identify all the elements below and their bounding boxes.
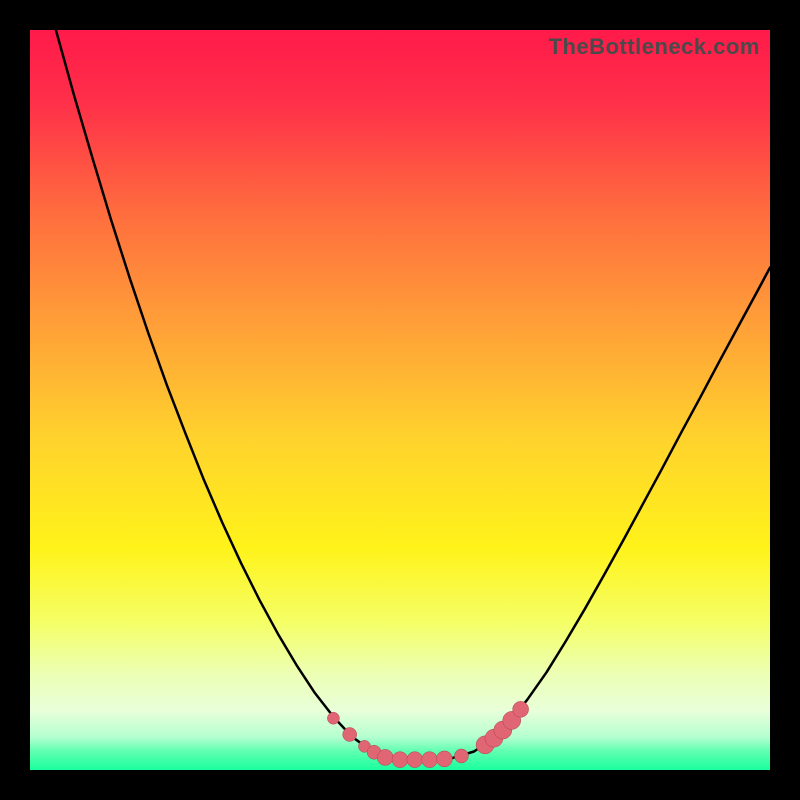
curve-marker	[343, 727, 357, 741]
curve-marker	[327, 712, 339, 724]
bottleneck-curve	[56, 30, 770, 760]
plot-area: TheBottleneck.com	[30, 30, 770, 770]
curve-marker	[392, 752, 408, 768]
curve-marker	[407, 752, 423, 768]
curve-marker	[436, 751, 452, 767]
chart-frame: TheBottleneck.com	[0, 0, 800, 800]
curve-marker	[454, 749, 468, 763]
curve-marker	[422, 752, 438, 768]
curve-marker	[513, 701, 529, 717]
marker-group	[327, 701, 528, 767]
overlay-svg	[30, 30, 770, 770]
curve-marker	[377, 749, 393, 765]
